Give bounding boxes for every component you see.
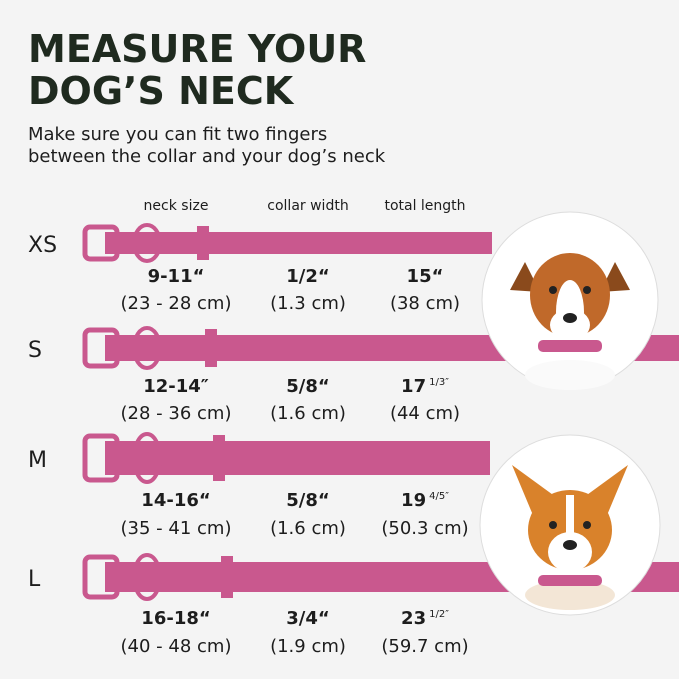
neck-size-cm: (35 - 41 cm)	[121, 518, 232, 539]
collar-strap	[105, 441, 490, 475]
total-length-fraction: 1/3″	[429, 377, 449, 388]
collar-buckle	[82, 554, 120, 600]
total-length: 15“	[407, 266, 444, 287]
total-length-value: 23	[401, 608, 426, 629]
neck-size-cm: (23 - 28 cm)	[121, 293, 232, 314]
dog-m	[479, 434, 661, 616]
neck-size: 9-11“	[148, 266, 205, 287]
neck-size-cm: (28 - 36 cm)	[121, 403, 232, 424]
total-length-value: 17	[401, 376, 426, 397]
column-header: collar width	[267, 198, 348, 214]
collar-strap	[105, 232, 492, 254]
total-length-cm: (50.3 cm)	[381, 518, 468, 539]
neck-size: 16-18“	[141, 608, 210, 629]
collar-width-cm: (1.6 cm)	[270, 403, 346, 424]
total-length: 23 1/2″	[401, 608, 449, 629]
collar-ring	[132, 432, 162, 484]
collar-width: 3/4“	[286, 608, 329, 629]
column-header: total length	[384, 198, 465, 214]
collar-keeper	[197, 226, 209, 260]
collar-width: 5/8“	[286, 376, 329, 397]
total-length: 17 1/3″	[401, 376, 449, 397]
title-line: DOG’S NECK	[28, 69, 295, 113]
subtitle-line: between the collar and your dog’s neck	[28, 146, 386, 167]
collar-width-cm: (1.9 cm)	[270, 636, 346, 657]
collar-keeper	[213, 435, 225, 481]
total-length-value: 15“	[407, 266, 444, 287]
collar-width: 5/8“	[286, 490, 329, 511]
collar-keeper	[205, 329, 217, 367]
total-length-cm: (59.7 cm)	[381, 636, 468, 657]
size-table: neck size collar width total length XS 9-11“…	[28, 198, 469, 657]
total-length-fraction: 4/5″	[429, 491, 449, 502]
collar-buckle	[82, 327, 120, 369]
subtitle-line: Make sure you can fit two fingers	[28, 124, 327, 145]
collar-width-cm: (1.3 cm)	[270, 293, 346, 314]
size-label: S	[28, 338, 42, 363]
title-line: MEASURE YOUR	[28, 27, 366, 71]
size-label: XS	[28, 233, 57, 258]
collar-width: 1/2“	[286, 266, 329, 287]
collar-keeper	[221, 556, 233, 598]
total-length-cm: (38 cm)	[390, 293, 460, 314]
total-length-cm: (44 cm)	[390, 403, 460, 424]
neck-size: 14-16“	[141, 490, 210, 511]
dog-xs	[481, 211, 659, 390]
collar-buckle	[82, 224, 120, 262]
total-length-fraction: 1/2″	[429, 609, 449, 620]
size-label: M	[28, 448, 47, 473]
collar-ring	[132, 326, 162, 370]
neck-size: 12-14″	[143, 376, 209, 397]
collar-buckle	[82, 433, 120, 483]
column-header: neck size	[144, 198, 209, 214]
collar-ring	[132, 223, 162, 263]
size-label: L	[28, 567, 41, 592]
collar-ring	[132, 553, 162, 601]
total-length: 19 4/5″	[401, 490, 449, 511]
collar-width-cm: (1.6 cm)	[270, 518, 346, 539]
total-length-value: 19	[401, 490, 426, 511]
neck-size-cm: (40 - 48 cm)	[121, 636, 232, 657]
